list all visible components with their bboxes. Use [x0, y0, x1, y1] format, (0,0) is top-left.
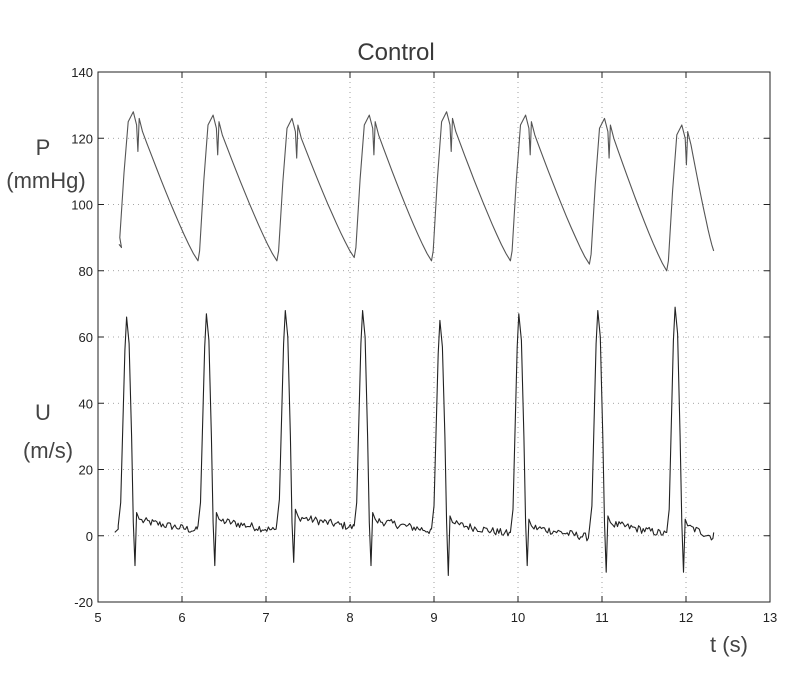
pressure-trace: [118, 111, 715, 272]
y-tick-label: 20: [79, 463, 93, 478]
grid-lines: [98, 72, 770, 602]
x-tick-labels: 5 6 7 8 9 10 11 12 13: [94, 610, 777, 625]
velocity-label-symbol: U: [35, 400, 51, 425]
y-tick-label: 40: [79, 396, 93, 411]
x-tick-label: 9: [430, 610, 437, 625]
x-tick-label: 6: [178, 610, 185, 625]
pressure-label-symbol: P: [36, 135, 51, 160]
x-tick-label: 13: [763, 610, 777, 625]
x-tick-label: 7: [262, 610, 269, 625]
x-tick-label: 5: [94, 610, 101, 625]
velocity-label-unit: (m/s): [23, 438, 73, 463]
x-tick-label: 8: [346, 610, 353, 625]
velocity-trace: [114, 306, 715, 577]
y-tick-label: 0: [86, 529, 93, 544]
axis-ticks: [97, 71, 771, 603]
x-axis-label: t (s): [710, 632, 748, 657]
y-tick-label: 80: [79, 264, 93, 279]
pressure-label-unit: (mmHg): [6, 168, 85, 193]
y-tick-label: 60: [79, 330, 93, 345]
y-tick-label: 140: [71, 65, 93, 80]
y-tick-label: 100: [71, 198, 93, 213]
y-tick-labels: -20 0 20 40 60 80 100 120 140: [71, 65, 93, 610]
x-tick-label: 10: [511, 610, 525, 625]
y-tick-label: 120: [71, 131, 93, 146]
x-tick-label: 12: [679, 610, 693, 625]
chart-title: Control: [357, 39, 434, 66]
y-tick-label: -20: [74, 595, 93, 610]
x-tick-label: 11: [595, 610, 609, 625]
